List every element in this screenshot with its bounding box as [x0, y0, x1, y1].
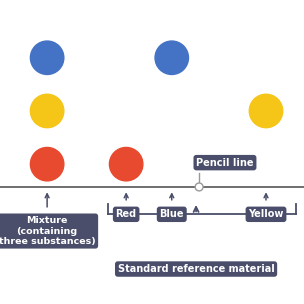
Text: Blue: Blue — [160, 209, 184, 219]
Text: Standard reference material: Standard reference material — [118, 264, 275, 274]
Circle shape — [195, 183, 203, 191]
Circle shape — [249, 94, 283, 128]
Text: Red: Red — [116, 209, 137, 219]
Text: Yellow: Yellow — [248, 209, 284, 219]
Circle shape — [30, 94, 64, 128]
Circle shape — [30, 41, 64, 74]
Circle shape — [109, 147, 143, 181]
Text: Pencil line: Pencil line — [196, 158, 254, 168]
Circle shape — [30, 147, 64, 181]
Text: Mixture
(containing
three substances): Mixture (containing three substances) — [0, 216, 95, 246]
Circle shape — [155, 41, 188, 74]
